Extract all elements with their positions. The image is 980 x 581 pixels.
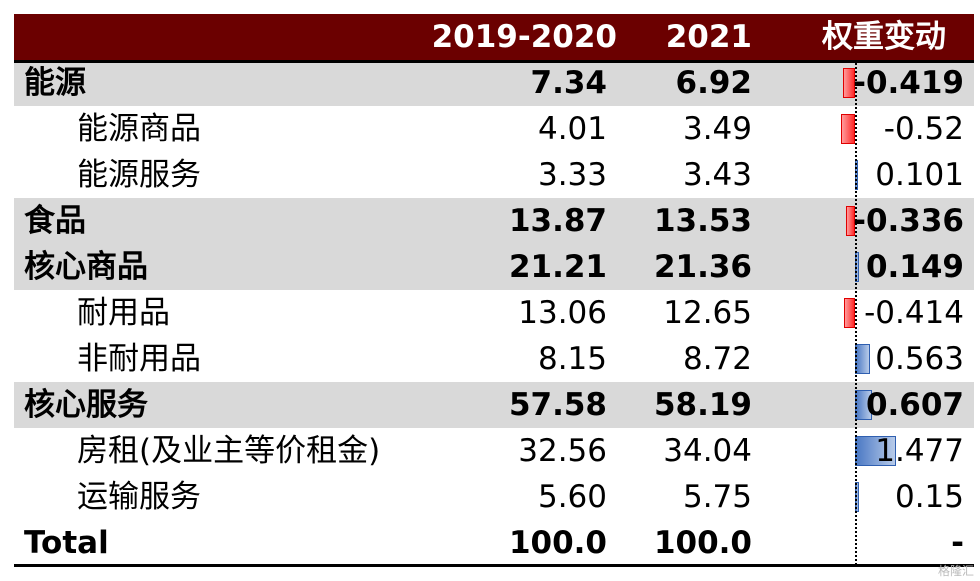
weight-change-value: 0.563 [875,341,964,377]
table-row: 核心服务 57.58 58.19 0.607 [14,382,974,428]
weight-change-table: 2019-2020 2021 权重变动 能源 7.34 6.92 -0.419 能源商品… [14,14,974,566]
value-2019-2020: 5.60 [537,479,607,515]
value-2021: 6.92 [675,65,753,101]
value-2019-2020: 21.21 [508,249,607,285]
row-label: Total [24,525,109,561]
value-2019-2020: 13.06 [518,295,607,331]
row-label: 非耐用品 [77,341,201,377]
value-2021: 12.65 [663,295,752,331]
value-2021: 8.72 [682,341,752,377]
table-row: 能源商品 4.01 3.49 -0.52 [14,106,974,152]
bottom-rule [14,564,974,567]
table-row: 能源服务 3.33 3.43 0.101 [14,152,974,198]
watermark-logo: 格隆汇 [937,564,974,578]
row-label: 能源服务 [77,157,201,193]
value-2019-2020: 57.58 [508,387,607,423]
zero-axis-line [855,60,857,565]
weight-change-value: 0.149 [865,249,964,285]
value-2021: 3.49 [682,111,752,147]
table-row: 能源 7.34 6.92 -0.419 [14,60,974,106]
negative-change-bar [843,68,855,98]
value-2021: 21.36 [653,249,752,285]
value-2019-2020: 4.01 [537,111,607,147]
negative-change-bar [840,114,855,144]
value-2021: 3.43 [682,157,752,193]
value-2019-2020: 100.0 [508,525,607,561]
value-2021: 58.19 [653,387,752,423]
table-row: 房租(及业主等价租金) 32.56 34.04 1.477 [14,428,974,474]
table-row: Total 100.0 100.0 - [14,520,974,566]
row-label: 核心服务 [24,387,148,423]
weight-change-value: 0.101 [875,157,964,193]
weight-change-value: 0.15 [894,479,964,515]
table-header: 2019-2020 2021 权重变动 [14,14,974,60]
value-2021: 34.04 [663,433,752,469]
value-2019-2020: 3.33 [537,157,607,193]
row-label: 耐用品 [77,295,170,331]
weight-change-value: 0.607 [865,387,964,423]
row-label: 核心商品 [24,249,148,285]
header-col-weight-change: 权重变动 [822,19,946,55]
weight-change-value: -0.336 [853,203,964,239]
value-2019-2020: 8.15 [537,341,607,377]
table-row: 核心商品 21.21 21.36 0.149 [14,244,974,290]
header-rule [14,60,974,63]
positive-change-bar [855,344,871,374]
value-2019-2020: 32.56 [518,433,607,469]
weight-change-value: - [951,525,964,561]
weight-change-value: -0.419 [853,65,964,101]
weight-change-value: 1.477 [875,433,964,469]
value-2019-2020: 7.34 [530,65,608,101]
row-label: 能源商品 [77,111,201,147]
row-label: 房租(及业主等价租金) [77,433,381,469]
header-col-2019-2020: 2019-2020 [431,19,617,55]
weight-change-value: -0.52 [883,111,964,147]
table-row: 运输服务 5.60 5.75 0.15 [14,474,974,520]
row-label: 运输服务 [77,479,201,515]
row-label: 食品 [24,203,86,239]
negative-change-bar [845,206,855,236]
weight-change-value: -0.414 [864,295,964,331]
negative-change-bar [843,298,855,328]
value-2021: 100.0 [653,525,752,561]
value-2021: 13.53 [653,203,752,239]
value-2019-2020: 13.87 [508,203,607,239]
row-label: 能源 [24,65,86,101]
header-col-2021: 2021 [665,19,752,55]
table-row: 食品 13.87 13.53 -0.336 [14,198,974,244]
table-row: 非耐用品 8.15 8.72 0.563 [14,336,974,382]
table-body: 能源 7.34 6.92 -0.419 能源商品 4.01 3.49 -0.52 能源服务 3.3… [14,60,974,566]
value-2021: 5.75 [682,479,752,515]
table-row: 耐用品 13.06 12.65 -0.414 [14,290,974,336]
